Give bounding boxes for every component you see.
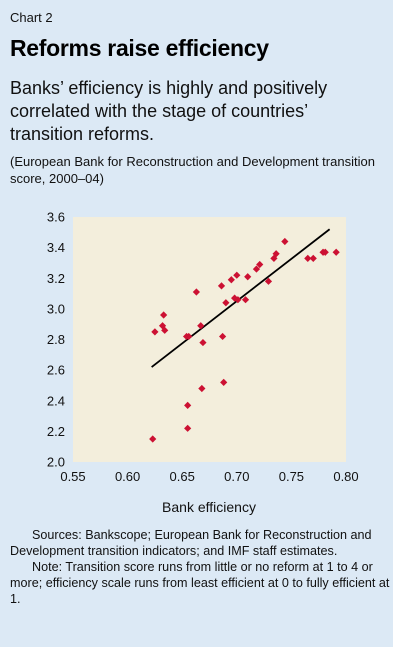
data-point — [198, 384, 206, 393]
y-tick-label: 2.8 — [47, 332, 65, 347]
x-tick-label: 0.60 — [115, 469, 140, 484]
x-tick-label: 0.70 — [224, 469, 249, 484]
data-point — [244, 273, 252, 281]
chart-title: Reforms raise efficiency — [10, 35, 269, 61]
data-point — [222, 299, 230, 307]
x-tick-label: 0.65 — [170, 469, 195, 484]
data-point — [227, 276, 235, 284]
data-point — [184, 424, 192, 432]
y-tick-label: 3.4 — [47, 240, 65, 255]
data-point — [304, 254, 312, 262]
data-point — [272, 250, 280, 258]
plot-area — [73, 217, 346, 462]
data-point — [321, 248, 329, 256]
data-point — [252, 265, 261, 273]
data-point — [256, 260, 264, 269]
data-point — [149, 435, 157, 443]
chart-number: Chart 2 — [10, 10, 53, 25]
data-point — [197, 322, 205, 330]
y-tick-label: 2.4 — [47, 393, 65, 408]
data-point — [199, 338, 207, 347]
data-point — [217, 282, 226, 290]
y-tick-label: 2.0 — [47, 455, 65, 470]
data-point — [309, 254, 317, 262]
scale-note: Note: Transition score runs from little … — [10, 560, 390, 606]
trend-line — [151, 228, 331, 368]
data-point — [332, 248, 340, 256]
data-point — [281, 237, 289, 246]
unit-note: (European Bank for Reconstruction and De… — [10, 154, 375, 186]
chart-subtitle: Banks’ efficiency is highly and positive… — [10, 78, 328, 144]
y-tick-label: 3.0 — [47, 301, 65, 316]
data-point — [192, 288, 200, 296]
sources-note: Sources: Bankscope; European Bank for Re… — [10, 528, 372, 558]
data-point — [184, 401, 192, 409]
data-point — [264, 277, 273, 285]
x-tick-label: 0.80 — [333, 469, 358, 484]
data-point — [220, 378, 228, 386]
y-tick-label: 2.2 — [47, 424, 65, 439]
y-tick-label: 3.2 — [47, 271, 65, 286]
data-point — [219, 332, 227, 341]
chart-notes: Sources: Bankscope; European Bank for Re… — [10, 527, 390, 607]
data-point — [234, 296, 242, 304]
data-point — [160, 311, 168, 319]
data-point — [233, 271, 241, 279]
x-axis: 0.55 0.60 0.65 0.70 0.75 0.80 — [60, 469, 358, 484]
data-point — [161, 326, 169, 334]
y-tick-label: 3.6 — [47, 210, 65, 225]
y-axis: 2.0 2.2 2.4 2.6 2.8 3.0 3.2 3.4 3.6 — [47, 210, 65, 470]
y-tick-label: 2.6 — [47, 363, 65, 378]
data-point — [185, 332, 193, 341]
x-tick-label: 0.75 — [279, 469, 304, 484]
data-point — [151, 328, 159, 336]
x-tick-label: 0.55 — [60, 469, 85, 484]
x-axis-title: Bank efficiency — [162, 499, 256, 515]
data-points — [149, 237, 340, 443]
data-point — [241, 296, 250, 304]
